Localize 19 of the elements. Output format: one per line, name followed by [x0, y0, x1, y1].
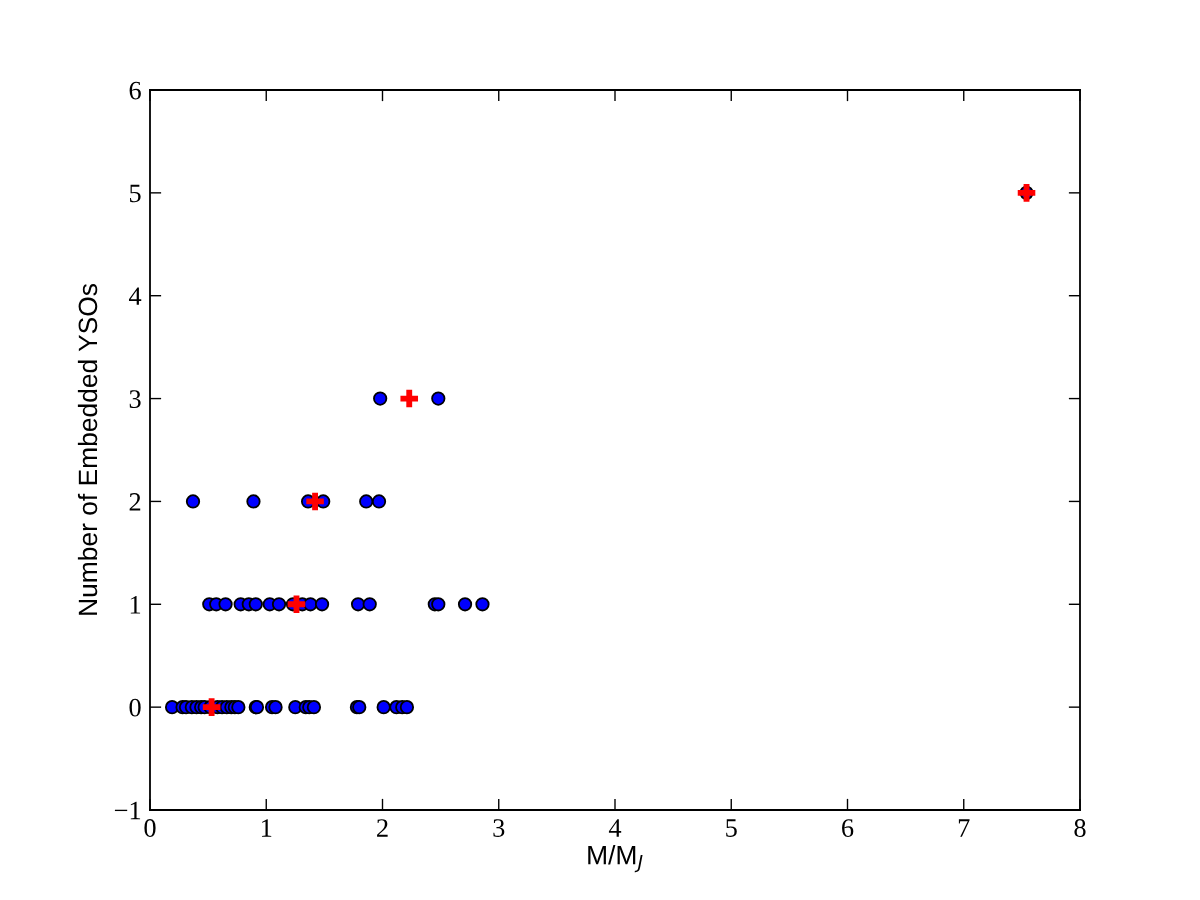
x-tick-label: 7	[958, 819, 970, 837]
x-tick-label: 4	[608, 819, 622, 837]
y-tick-label: −1	[114, 801, 141, 820]
x-tick-label: 5	[726, 819, 737, 837]
y-tick-label: 0	[129, 698, 141, 717]
y-tick-label: 4	[128, 287, 142, 305]
x-tick-label: 2	[377, 819, 388, 837]
x-axis-title: M/M$_{J}$	[588, 845, 643, 873]
y-tick-label: 3	[129, 390, 141, 408]
y-axis-title: Number of Embedded YSOs	[77, 283, 98, 615]
y-tick-label: 6	[129, 81, 141, 100]
x-tick-label: 6	[842, 819, 854, 837]
x-tick-label: 0	[144, 819, 156, 837]
y-tick-label: 1	[130, 596, 141, 614]
x-tick-label: 1	[261, 819, 272, 837]
y-tick-label: 5	[130, 184, 141, 203]
x-tick-label: 3	[493, 819, 505, 837]
y-tick-label: 2	[129, 493, 141, 511]
x-tick-label: 8	[1074, 819, 1086, 837]
